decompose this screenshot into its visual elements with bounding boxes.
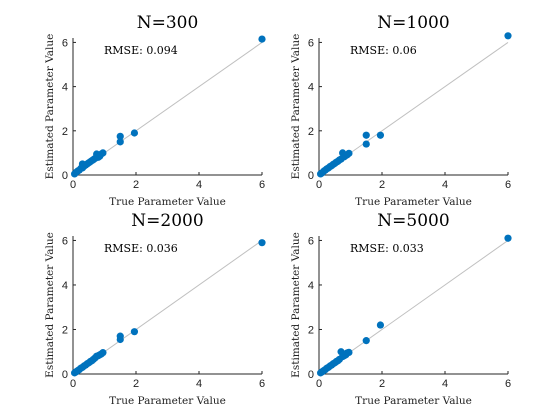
- y-tick-label: 2: [62, 324, 68, 336]
- x-tick-label: 4: [442, 179, 448, 191]
- data-point: [362, 337, 370, 345]
- data-point: [99, 149, 107, 157]
- data-point: [362, 131, 370, 139]
- y-tick-label: 6: [308, 235, 314, 247]
- data-point: [130, 129, 139, 137]
- data-point: [258, 35, 266, 43]
- x-tick-label: 6: [505, 378, 511, 390]
- rmse-annotation: RMSE: 0.033: [350, 242, 424, 255]
- panel-1: 0 2 4 6 0 2 4 6 N=300 RMSE: 0.094 True Parameter V…: [44, 13, 266, 208]
- y-tick-label: 6: [62, 235, 68, 247]
- panel-2: 0 2 4 6 0 2 4 6 N=1000 RMSE: 0.06 True Parameter V…: [290, 13, 512, 208]
- y-tick-label: 4: [308, 280, 314, 292]
- panel-title: N=5000: [377, 211, 449, 231]
- y-tick-label: 2: [308, 126, 314, 138]
- y-tick-label: 0: [62, 369, 68, 381]
- y-tick-label: 0: [308, 369, 314, 381]
- x-axis-label: True Parameter Value: [109, 395, 226, 407]
- data-point: [130, 328, 139, 336]
- x-axis-label: True Parameter Value: [355, 395, 472, 407]
- data-point: [116, 335, 124, 344]
- data-point: [376, 321, 385, 329]
- rmse-annotation: RMSE: 0.094: [104, 44, 178, 57]
- y-tick-label: 0: [308, 170, 314, 182]
- data-point: [362, 140, 370, 148]
- data-point: [116, 132, 124, 140]
- panel-4: 0 2 4 6 0 2 4 6 N=5000 RMSE: 0.033 True Parameter …: [290, 211, 512, 407]
- x-tick-label: 2: [379, 378, 385, 390]
- y-axis-label: Estimated Parameter Value: [44, 232, 56, 378]
- data-point: [504, 234, 512, 242]
- x-axis-label: True Parameter Value: [355, 196, 472, 208]
- data-point: [345, 348, 353, 357]
- x-tick-label: 0: [70, 179, 76, 191]
- y-tick-label: 0: [62, 170, 68, 182]
- x-tick-label: 2: [379, 179, 385, 191]
- x-tick-label: 0: [70, 378, 76, 390]
- x-tick-label: 2: [133, 378, 139, 390]
- x-tick-label: 6: [505, 179, 511, 191]
- y-tick-label: 2: [62, 126, 68, 138]
- y-tick-label: 6: [62, 37, 68, 49]
- data-point: [99, 349, 107, 357]
- data-point: [345, 149, 353, 157]
- x-tick-label: 6: [259, 179, 265, 191]
- y-axis-label: Estimated Parameter Value: [290, 232, 302, 378]
- panel-title: N=1000: [377, 13, 449, 33]
- y-tick-label: 4: [308, 82, 314, 94]
- x-tick-label: 2: [133, 179, 139, 191]
- y-tick-label: 6: [308, 37, 314, 49]
- x-tick-label: 4: [196, 179, 202, 191]
- y-axis-label: Estimated Parameter Value: [290, 34, 302, 180]
- panel-3: 0 2 4 6 0 2 4 6 N=2000 RMSE: 0.036 True Parameter …: [44, 211, 266, 407]
- x-tick-label: 4: [196, 378, 202, 390]
- x-axis-label: True Parameter Value: [109, 196, 226, 208]
- x-tick-label: 0: [316, 378, 322, 390]
- y-tick-label: 4: [62, 82, 68, 94]
- data-point: [504, 32, 512, 40]
- y-tick-label: 4: [62, 280, 68, 292]
- panel-title: N=300: [137, 13, 199, 33]
- rmse-annotation: RMSE: 0.06: [350, 44, 417, 57]
- x-tick-label: 0: [316, 179, 322, 191]
- data-point: [376, 131, 385, 139]
- y-tick-label: 2: [308, 324, 314, 336]
- data-point: [258, 239, 266, 247]
- data-point: [116, 138, 124, 146]
- y-axis-label: Estimated Parameter Value: [44, 34, 56, 180]
- x-tick-label: 6: [259, 378, 265, 390]
- panel-title: N=2000: [131, 211, 203, 231]
- rmse-annotation: RMSE: 0.036: [104, 242, 178, 255]
- x-tick-label: 4: [442, 378, 448, 390]
